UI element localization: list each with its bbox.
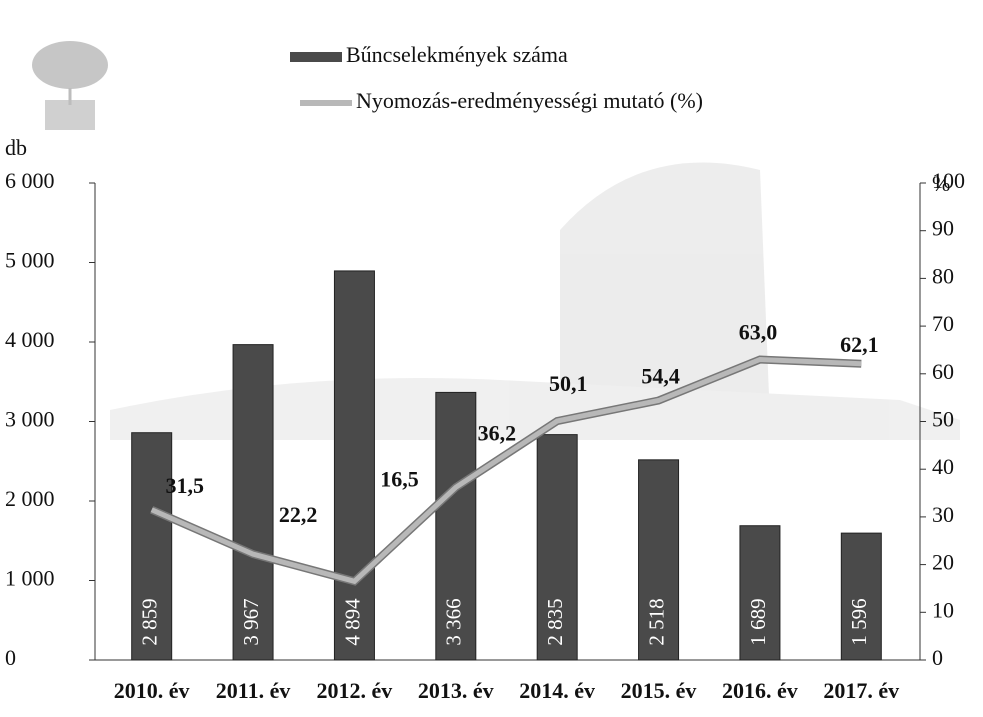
- legend-swatch: [290, 52, 342, 62]
- x-tick-label: 2015. év: [621, 678, 697, 703]
- legend-label: Bűncselekmények száma: [346, 42, 568, 67]
- line-value-label: 31,5: [165, 473, 204, 498]
- x-tick-label: 2011. év: [216, 678, 291, 703]
- y-tick-label: 6 000: [5, 168, 55, 193]
- bar-value-label: 3 366: [442, 598, 466, 645]
- line-value-label: 54,4: [641, 364, 680, 389]
- x-tick-label: 2014. év: [519, 678, 595, 703]
- bar-value-label: 1 596: [847, 598, 871, 645]
- y-tick-label: 1 000: [5, 566, 55, 591]
- legend-label: Nyomozás-eredményességi mutató (%): [356, 88, 703, 113]
- x-tick-label: 2013. év: [418, 678, 494, 703]
- y2-tick-label: 20: [932, 550, 954, 575]
- y-tick-label: 5 000: [5, 248, 55, 273]
- y2-tick-label: 90: [932, 216, 954, 241]
- x-tick-label: 2016. év: [722, 678, 798, 703]
- y2-tick-label: 40: [932, 454, 954, 479]
- bar-value-label: 2 518: [644, 598, 668, 645]
- y-axis-title: db: [5, 135, 27, 160]
- y2-tick-label: 70: [932, 311, 954, 336]
- line-value-label: 16,5: [380, 466, 419, 491]
- x-tick-label: 2010. év: [114, 678, 190, 703]
- bar-value-label: 4 894: [340, 598, 364, 646]
- bar-value-label: 3 967: [239, 598, 263, 645]
- y2-tick-label: 60: [932, 359, 954, 384]
- bar-value-label: 2 859: [138, 598, 162, 645]
- y2-tick-label: 0: [932, 645, 943, 670]
- line-value-label: 63,0: [739, 320, 778, 345]
- line-value-label: 50,1: [549, 371, 588, 396]
- y2-tick-label: 10: [932, 597, 954, 622]
- x-tick-label: 2012. év: [317, 678, 393, 703]
- line-value-label: 62,1: [840, 332, 879, 357]
- line-value-label: 22,2: [279, 502, 318, 527]
- y2-tick-label: 30: [932, 502, 954, 527]
- y-tick-label: 4 000: [5, 327, 55, 352]
- chart: db % 01 0002 0003 0004 0005 0006 0000102…: [0, 0, 983, 717]
- y2-tick-label: 80: [932, 263, 954, 288]
- bar-value-label: 1 689: [746, 598, 770, 645]
- y-tick-label: 3 000: [5, 407, 55, 432]
- bar-value-label: 2 835: [543, 598, 567, 645]
- line-value-label: 36,2: [478, 420, 517, 445]
- y-tick-label: 0: [5, 645, 16, 670]
- y2-tick-label: 50: [932, 407, 954, 432]
- x-tick-label: 2017. év: [823, 678, 899, 703]
- y2-tick-label: 100: [932, 168, 965, 193]
- y-tick-label: 2 000: [5, 486, 55, 511]
